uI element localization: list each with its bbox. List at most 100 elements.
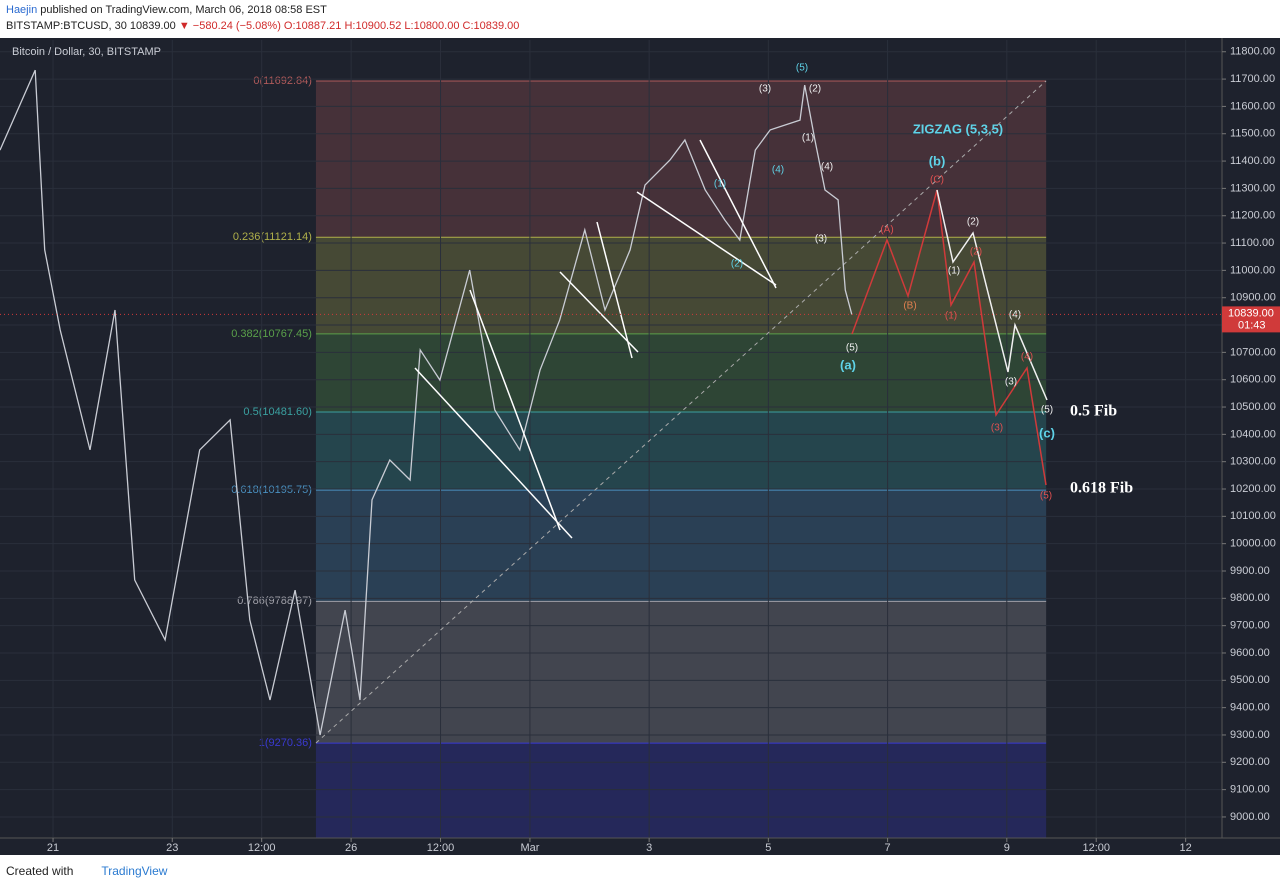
y-tick-label: 9600.00 [1230, 647, 1270, 659]
y-tick-label: 9500.00 [1230, 674, 1270, 686]
y-axis-bg [1222, 38, 1280, 853]
y-tick-label: 9400.00 [1230, 702, 1270, 714]
x-tick-label: 9 [1004, 842, 1010, 854]
y-tick-label: 10400.00 [1230, 428, 1276, 440]
y-tick-label: 9000.00 [1230, 811, 1270, 823]
y-tick-label: 10000.00 [1230, 538, 1276, 550]
fib-note: 0.618 Fib [1070, 480, 1133, 497]
last-price-tag [1222, 306, 1280, 333]
y-tick-label: 11000.00 [1230, 264, 1275, 276]
y-tick-label: 11200.00 [1230, 210, 1275, 222]
last: 10839.00 [129, 20, 176, 32]
price-group [0, 69, 853, 736]
y-tick-label: 10200.00 [1230, 483, 1276, 495]
y-tick-label: 10900.00 [1230, 292, 1276, 304]
fib-label: 0.236(11121.14) [233, 231, 312, 243]
y-tick-label: 10100.00 [1230, 510, 1276, 522]
y-tick-label: 9800.00 [1230, 592, 1270, 604]
x-tick-label: 5 [765, 842, 771, 854]
fib-label: 0.618(10195.75) [231, 484, 312, 496]
wave-label: (5) [796, 63, 808, 74]
wave-label: (2) [970, 247, 982, 258]
wave-label: (1) [714, 179, 726, 190]
x-tick-label: 21 [47, 842, 59, 854]
last-price-label: 10839.00 [1228, 307, 1274, 319]
y-tick-label: 9700.00 [1230, 620, 1270, 632]
fib-band [315, 743, 1047, 838]
y-tick-label: 11300.00 [1230, 182, 1275, 194]
x-tick-label: 12:00 [248, 842, 276, 854]
y-tick-label: 11800.00 [1230, 46, 1275, 58]
fib-note: 0.5 Fib [1070, 403, 1117, 420]
wave-label: (3) [759, 84, 771, 95]
ohlc: O:10887.21 H:10900.52 L:10800.00 C:10839… [283, 20, 520, 32]
footer: Created with TradingView [6, 864, 167, 878]
wave-label: (4) [1021, 352, 1033, 363]
wave-label: (4) [772, 165, 784, 176]
symbol: BITSTAMP:BTCUSD, 30 [6, 20, 127, 32]
y-tick-label: 9900.00 [1230, 565, 1270, 577]
y-tick-label: 10500.00 [1230, 401, 1276, 413]
y-tick-label: 11600.00 [1230, 100, 1275, 112]
wave-label: (b) [929, 153, 946, 168]
change: ▼ −580.24 (−5.08%) [178, 20, 281, 32]
pattern-label: ZIGZAG (5,3,5) [913, 121, 1003, 136]
fib-label: 1(9270.36) [259, 737, 312, 749]
annotations: (5) (3) (2) (1) (4) (4) (1) (2) (3) (5) … [714, 63, 1133, 502]
y-tick-label: 11100.00 [1230, 237, 1274, 249]
y-tick-label: 10300.00 [1230, 456, 1276, 468]
wave-label: (4) [821, 162, 833, 173]
trendlines [414, 139, 777, 539]
fib-band [315, 412, 1047, 491]
axes-group: 9000.00 9100.00 9200.00 9300.00 9400.00 9500.… [0, 38, 1280, 854]
y-tick-label: 10700.00 [1230, 346, 1276, 358]
wave-label: (2) [809, 84, 821, 95]
x-tick-label: 23 [166, 842, 178, 854]
y-tick-label: 9200.00 [1230, 756, 1270, 768]
wave-label: (C) [930, 175, 944, 186]
wave-label: (5) [1041, 405, 1053, 416]
y-tick-label: 11500.00 [1230, 128, 1275, 140]
wave-label: (4) [1009, 310, 1021, 321]
y-tick-label: 11700.00 [1230, 73, 1275, 85]
fib-band [315, 490, 1047, 602]
published: published on TradingView.com, March 06, … [40, 4, 327, 16]
projection-white [936, 189, 1048, 401]
wave-label: (1) [802, 133, 814, 144]
fib-label: 0.5(10481.60) [243, 406, 312, 418]
fib-band [315, 601, 1047, 744]
chart: 0(11692.84) 0.236(11121.14) 0.382(10767.45… [0, 38, 1280, 855]
y-tick-label: 11400.00 [1230, 155, 1275, 167]
header: Haejin published on TradingView.com, Mar… [6, 2, 519, 34]
wave-label: (c) [1039, 425, 1055, 440]
fib-label: 0(11692.84) [253, 75, 312, 87]
x-tick-label: 12:00 [1082, 842, 1110, 854]
y-tick-label: 9100.00 [1230, 784, 1270, 796]
wave-label: (3) [815, 234, 827, 245]
y-tick-label: 9300.00 [1230, 729, 1270, 741]
created: Created with [6, 864, 74, 878]
author[interactable]: Haejin [6, 4, 38, 16]
x-tick-label: 26 [345, 842, 357, 854]
background [0, 38, 1280, 855]
fib-band [315, 237, 1047, 334]
wave-label: (5) [1040, 491, 1052, 502]
projection-red [851, 189, 1047, 486]
wave-label: (A) [880, 225, 893, 236]
brand[interactable]: TradingView [101, 864, 168, 878]
fib-group: 0(11692.84) 0.236(11121.14) 0.382(10767.45… [231, 75, 1047, 838]
fib-band [315, 81, 1047, 238]
wave-label: (1) [945, 311, 957, 322]
y-tick-label: 10600.00 [1230, 374, 1276, 386]
wave-label: (5) [846, 343, 858, 354]
fib-label: 0.382(10767.45) [231, 328, 312, 340]
wave-label: (2) [731, 259, 743, 270]
price-line [0, 69, 853, 736]
legend: Bitcoin / Dollar, 30, BITSTAMP [12, 46, 161, 58]
grid-group [0, 40, 1222, 838]
wave-label: (1) [948, 266, 960, 277]
fib-band [315, 333, 1047, 413]
wave-label: (3) [991, 423, 1003, 434]
x-tick-label: Mar [520, 842, 539, 854]
